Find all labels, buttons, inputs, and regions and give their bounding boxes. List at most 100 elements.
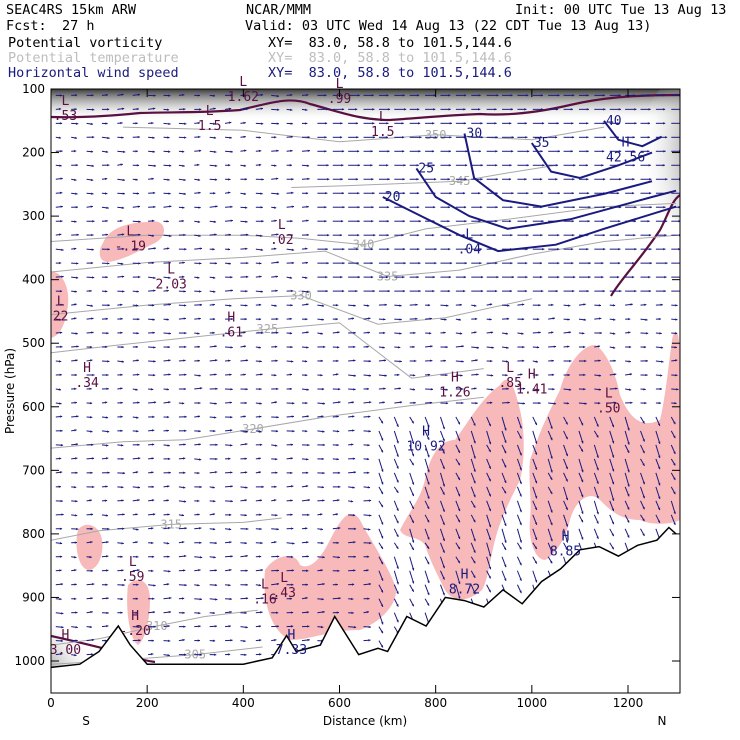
wind-vector-head — [565, 497, 569, 501]
wind-vector-head — [519, 590, 522, 594]
extremum-type: L — [278, 218, 286, 233]
wind-vector-head — [61, 248, 64, 252]
wind-vector-head — [534, 467, 538, 470]
wind-vector-head — [184, 122, 187, 125]
wind-vector-head — [321, 457, 324, 461]
wind-vector-head — [198, 135, 201, 139]
extremum-type: L — [126, 225, 134, 240]
wind-vector-head — [151, 177, 154, 181]
wind-vector-head — [92, 373, 95, 377]
theta-contour — [51, 396, 484, 449]
wind-vector-head — [290, 555, 294, 559]
wind-vector-head — [289, 317, 292, 321]
wind-vector-head — [168, 192, 171, 195]
extremum-type: L — [261, 577, 269, 592]
wind-vector-head — [307, 136, 310, 139]
wind-vector-head — [307, 638, 310, 642]
wind-vector-head — [511, 275, 515, 279]
wind-vector-head — [197, 584, 200, 587]
wind-vector — [501, 500, 507, 515]
wind-vector-head — [182, 275, 185, 279]
wind-vector-head — [74, 317, 77, 320]
wind-vector-head — [291, 415, 294, 418]
wind-vector-head — [370, 164, 373, 167]
wind-vector-head — [212, 527, 216, 531]
wind-vector-head — [396, 454, 399, 457]
wind-vector-head — [461, 387, 464, 391]
wind-vector-head — [325, 289, 328, 293]
wind-vector-head — [122, 290, 125, 293]
wind-vector-head — [166, 415, 170, 419]
wind-vector-head — [603, 178, 606, 181]
wind-vector-head — [457, 477, 460, 480]
wind-vector-head — [557, 192, 560, 195]
wind-vector-head — [580, 422, 584, 426]
wind-vector-head — [183, 359, 186, 362]
extremum-value: 8.72 — [449, 583, 480, 598]
x-tick-label: 1200 — [613, 696, 644, 710]
wind-vector-head — [351, 597, 354, 601]
wind-vector-head — [306, 290, 310, 293]
wind-vector-head — [557, 94, 560, 97]
wind-vector-head — [521, 332, 524, 335]
wind-vector-head — [596, 455, 599, 458]
wind-vector-head — [137, 443, 140, 446]
wind-vector-head — [75, 192, 78, 195]
extremum-label: H-.20 — [119, 609, 150, 639]
wind-vector-head — [427, 454, 430, 458]
wind-vector-head — [243, 135, 246, 139]
wind-vector-head — [427, 469, 430, 473]
model-title: SEAC4RS 15km ARW — [6, 2, 137, 18]
wind-vector-head — [136, 107, 139, 111]
wind-vector-head — [276, 149, 279, 153]
wind-vector-head — [58, 107, 62, 111]
wind-vector-head — [603, 247, 606, 251]
wind-vector-head — [674, 402, 677, 405]
wind-vector-head — [121, 569, 124, 572]
wind-vector-head — [245, 304, 248, 307]
wind-vector-head — [396, 604, 399, 607]
wind-vector-head — [229, 429, 233, 432]
wind-vector-head — [105, 219, 108, 223]
wind-vector-head — [568, 331, 571, 334]
wind-vector-head — [495, 192, 498, 195]
wind-vector-head — [385, 275, 389, 279]
wind-vector-head — [411, 603, 414, 607]
wind-vector-head — [320, 625, 324, 629]
wind-vector-head — [386, 219, 389, 223]
wind-vector-head — [461, 401, 464, 405]
wind-vector-head — [230, 94, 233, 97]
wind-vector-head — [341, 192, 344, 195]
wind-vector-head — [401, 233, 404, 237]
wind-vector-head — [75, 471, 78, 474]
wind-vector-head — [680, 192, 682, 194]
wind-vector-head — [463, 275, 466, 279]
wind-vector-head — [488, 566, 492, 570]
wind-vector-head — [431, 233, 435, 237]
wind-vector-head — [327, 233, 330, 237]
wind-vector-head — [105, 192, 108, 195]
wind-vector-head — [583, 345, 586, 349]
wind-vector-head — [305, 276, 308, 279]
wind-vector-head — [58, 136, 62, 139]
extremum-value: .61 — [220, 325, 243, 340]
wind-vector-head — [153, 164, 157, 168]
wind-vector-head — [448, 164, 451, 167]
wind-vector-head — [273, 499, 277, 502]
wind-vector-head — [557, 247, 560, 251]
extremum-label: H8.72 — [449, 568, 480, 598]
wind-vector-head — [618, 247, 621, 251]
wind-vector-head — [76, 262, 79, 265]
wind-vector-head — [352, 429, 355, 432]
wind-vector-head — [434, 261, 437, 265]
wind-vector-head — [458, 318, 461, 321]
wind-vector-head — [121, 457, 124, 461]
wind-vector-head — [602, 122, 605, 125]
wind-vector-head — [612, 304, 616, 307]
wind-vector-head — [322, 582, 325, 586]
wind-vector-head — [169, 205, 172, 208]
wind-vector-head — [324, 94, 327, 97]
wind-vector-head — [258, 303, 262, 307]
wind-vector-head — [586, 108, 589, 111]
wind-vector-head — [322, 402, 325, 405]
